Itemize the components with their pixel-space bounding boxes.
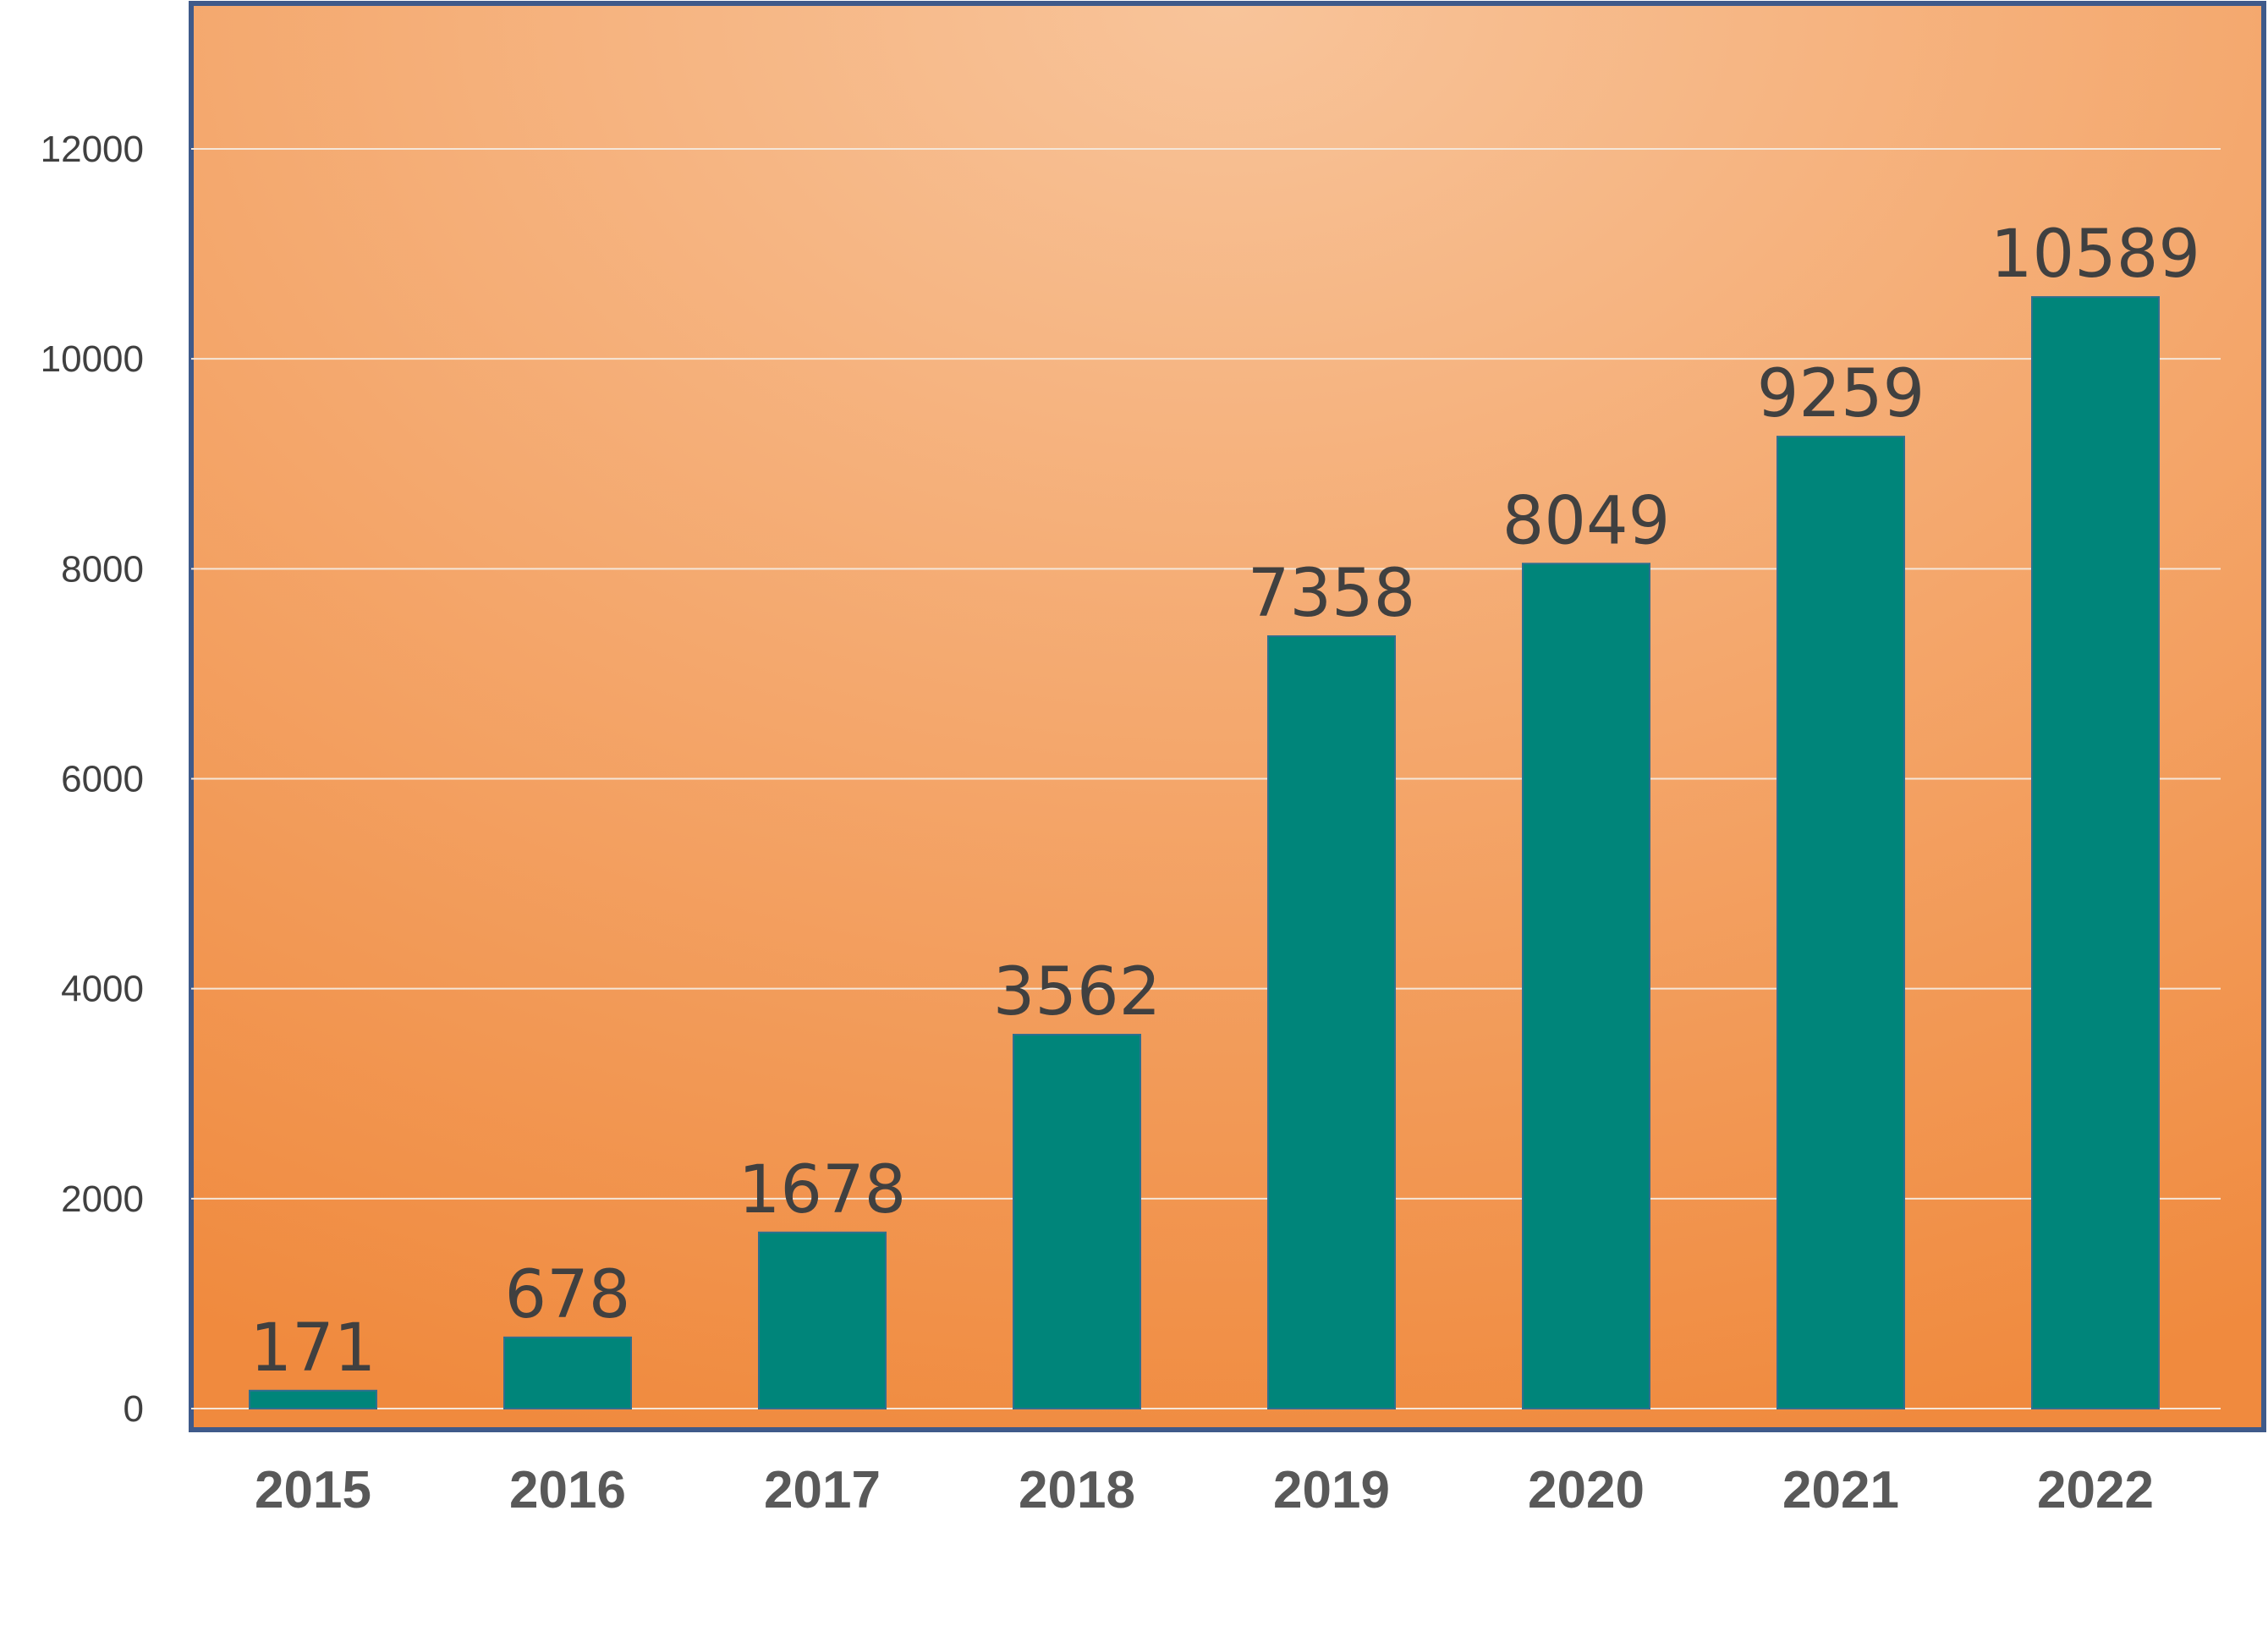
data-label: 1678 [739,1152,907,1228]
y-tick-label: 0 [124,1388,144,1430]
x-tick-label: 2016 [509,1461,626,1519]
y-tick-label: 4000 [61,969,144,1010]
y-tick-label: 6000 [61,759,144,800]
bar [1777,436,1905,1409]
x-tick-label: 2019 [1273,1461,1390,1519]
x-tick-label: 2018 [1019,1461,1135,1519]
x-tick-label: 2021 [1782,1461,1899,1519]
bar [1267,634,1396,1409]
bar [758,1231,887,1410]
x-tick-label: 2015 [255,1461,371,1519]
data-label: 678 [505,1257,631,1333]
bar [2031,296,2160,1410]
y-tick-label: 8000 [61,548,144,590]
y-tick-label: 10000 [41,338,144,380]
bar [1522,563,1650,1409]
data-label: 9259 [1757,356,1925,432]
data-label: 171 [250,1310,376,1387]
bar [1013,1034,1141,1409]
y-tick-label: 2000 [61,1178,144,1220]
data-label: 8049 [1502,483,1671,559]
bar [503,1336,632,1409]
plot-area [189,1,2266,1432]
data-label: 10589 [1991,217,2200,293]
x-tick-label: 2020 [1528,1461,1645,1519]
bar [249,1389,377,1409]
x-tick-label: 2022 [2037,1461,2154,1519]
x-tick-label: 2017 [764,1461,881,1519]
data-label: 3562 [993,954,1161,1030]
data-label: 7358 [1248,556,1416,632]
y-tick-label: 12000 [41,129,144,170]
